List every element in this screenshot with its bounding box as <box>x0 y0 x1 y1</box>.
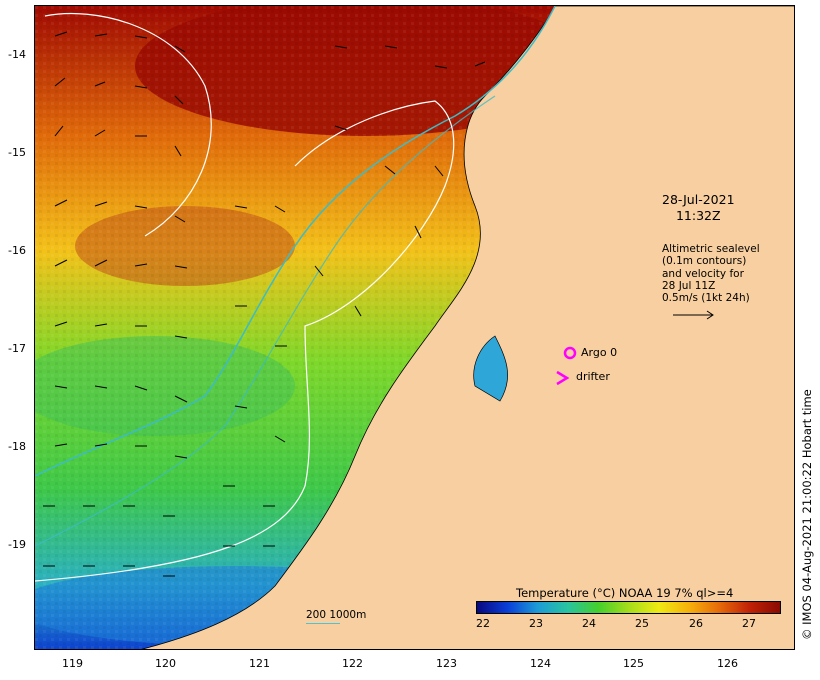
argo-label: Argo 0 <box>581 346 618 359</box>
colorbar-tick: 24 <box>582 617 596 630</box>
x-tick: 122 <box>342 657 363 670</box>
colorbar-tick: 27 <box>742 617 756 630</box>
x-tick: 121 <box>249 657 270 670</box>
y-tick: -14 <box>8 48 26 61</box>
sealevel-line: 0.5m/s (1kt 24h) <box>662 292 750 305</box>
drifter-label: drifter <box>576 370 610 383</box>
y-tick: -16 <box>8 244 26 257</box>
sealevel-contour <box>44 13 212 237</box>
colorbar-tick: 22 <box>476 617 490 630</box>
time-label: 11:32Z <box>675 208 721 223</box>
colorbar-tick: 23 <box>529 617 543 630</box>
colorbar-tick: 26 <box>689 617 703 630</box>
map-canvas <box>35 6 794 649</box>
y-tick: -17 <box>8 342 26 355</box>
x-tick: 126 <box>717 657 738 670</box>
sealevel-line: and velocity for <box>662 267 744 280</box>
isobath-scale-label: 200 1000m <box>306 609 367 621</box>
velocity-arrows <box>43 31 486 577</box>
x-tick: 119 <box>62 657 83 670</box>
sealevel-annotation: Altimetric sealevel (0.1m contours) and … <box>662 243 760 304</box>
drifter-marker <box>556 370 570 386</box>
sealevel-line: Altimetric sealevel <box>662 243 760 255</box>
sealevel-contour <box>35 100 455 582</box>
sealevel-line: (0.1m contours) <box>662 255 747 268</box>
colorbar <box>476 601 781 614</box>
x-tick: 123 <box>436 657 457 670</box>
y-tick: -18 <box>8 440 26 453</box>
isobath-scale-line <box>306 623 340 624</box>
colorbar-title: Temperature (°C) NOAA 19 7% ql>=4 <box>516 586 734 600</box>
date-label: 28-Jul-2021 <box>662 192 735 207</box>
colorbar-tick: 25 <box>635 617 649 630</box>
x-tick: 125 <box>623 657 644 670</box>
x-tick: 120 <box>155 657 176 670</box>
isobath-200m <box>35 6 556 477</box>
y-tick: -19 <box>8 538 26 551</box>
sst-map <box>34 5 795 650</box>
reference-arrow <box>673 310 714 320</box>
argo-marker <box>563 346 577 360</box>
peninsula <box>473 335 508 402</box>
isobath-1000m <box>35 95 496 547</box>
land-mass <box>141 6 794 649</box>
y-tick: -15 <box>8 146 26 159</box>
x-tick: 124 <box>530 657 551 670</box>
copyright-text: © IMOS 04-Aug-2021 21:00:22 Hobart time <box>800 389 814 640</box>
sealevel-line: 28 Jul 11Z <box>662 279 716 292</box>
timestamp-block: 28-Jul-2021 11:32Z <box>662 192 735 224</box>
